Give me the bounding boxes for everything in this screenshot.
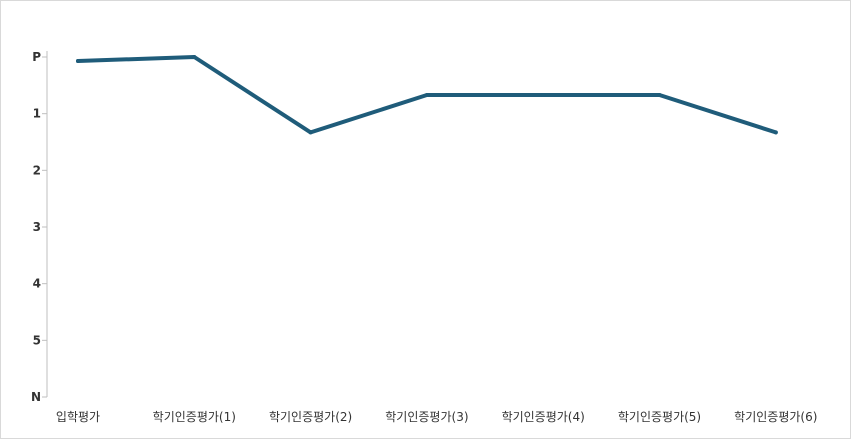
y-tick-label: 5 [33,333,41,347]
data-point [774,130,778,134]
y-tick-label: 4 [33,277,41,291]
x-tick-label: 학기인증평가(3) [385,410,468,424]
y-tick-label: 1 [33,107,41,121]
y-tick-label: 2 [33,163,41,177]
x-tick-label: 학기인증평가(2) [269,410,352,424]
data-point [76,59,80,63]
data-point [192,55,196,59]
y-tick-label: N [31,390,41,404]
series-lines [76,55,778,134]
x-tick-label: 입학평가 [56,410,100,424]
data-point [309,130,313,134]
x-tick-label: 학기인증평가(1) [153,410,236,424]
x-tick-label: 학기인증평가(4) [502,410,585,424]
y-tick-label: 3 [33,220,41,234]
x-tick-label: 학기인증평가(6) [734,410,817,424]
data-point [541,93,545,97]
y-axis: P 1 2 3 4 5 N [31,50,47,404]
x-tick-label: 학기인증평가(5) [618,410,701,424]
data-point [425,93,429,97]
y-tick-label: P [32,50,41,64]
data-point [658,93,662,97]
x-axis: 입학평가 학기인증평가(1) 학기인증평가(2) 학기인증평가(3) 학기인증평가(4)… [56,410,818,424]
